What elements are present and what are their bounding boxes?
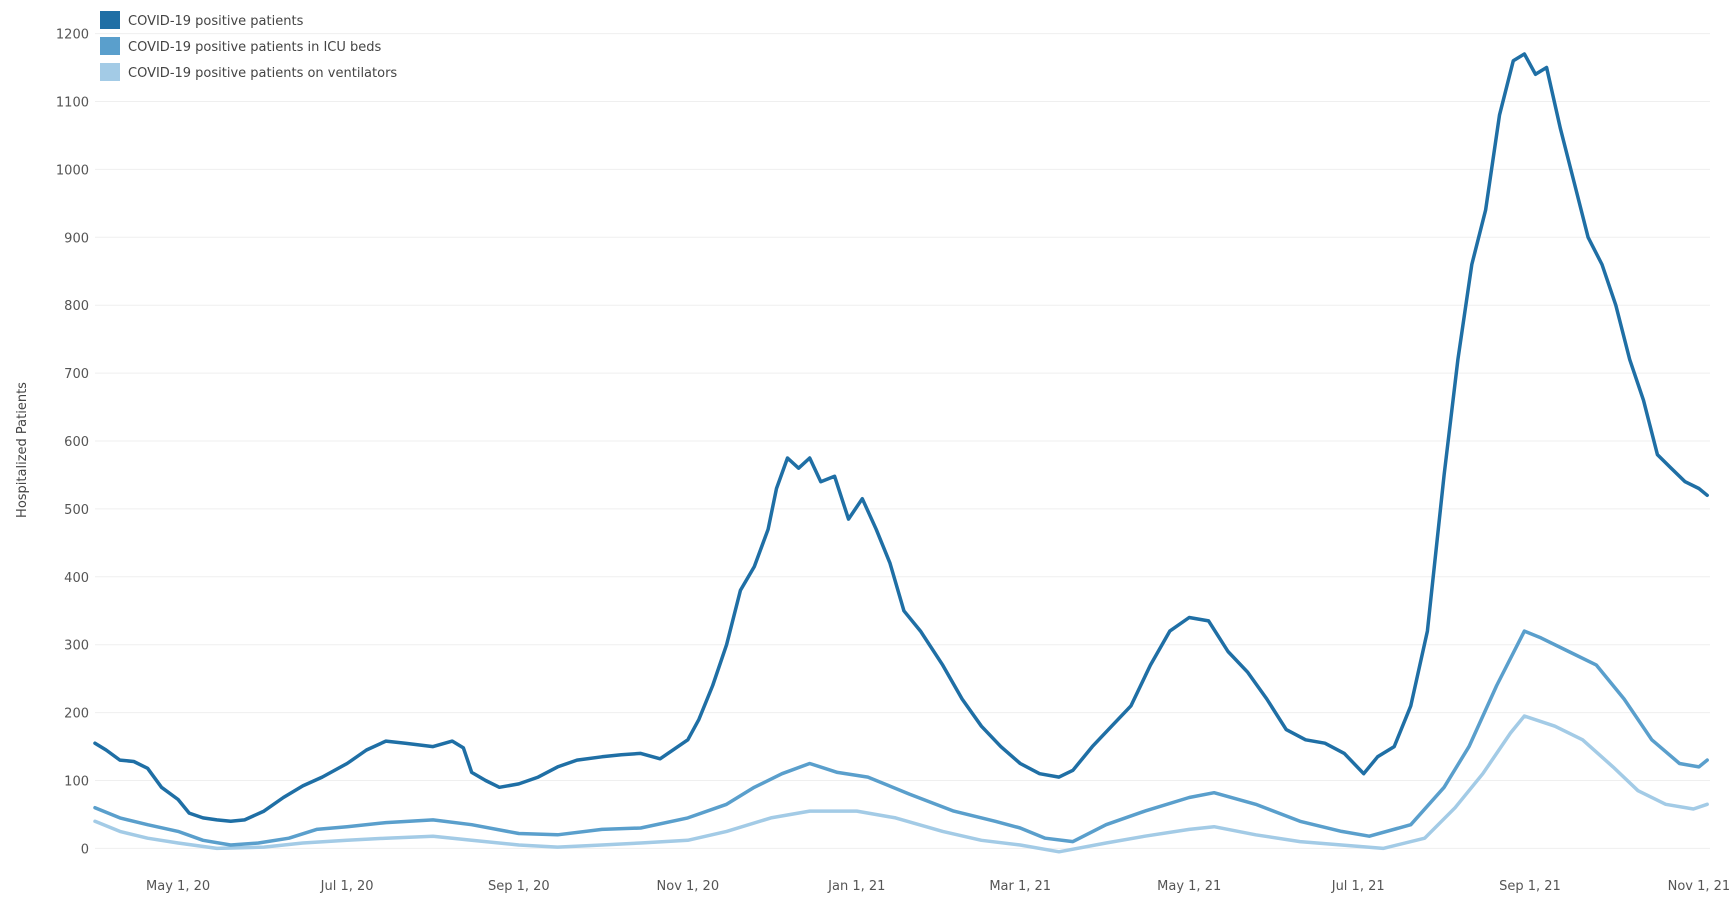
y-tick-label: 700 <box>64 367 89 382</box>
y-tick-label: 400 <box>64 571 89 586</box>
x-tick-label: Nov 1, 20 <box>657 879 720 894</box>
series-line-3 <box>93 714 1709 854</box>
y-tick-label: 800 <box>64 299 89 314</box>
legend-swatch <box>100 37 120 55</box>
gridlines <box>95 33 1710 849</box>
series-lines <box>93 52 1709 854</box>
y-axis: 0 100 200 300 400 500 600 700 800 900 1000 1100 1200 <box>56 28 89 858</box>
x-tick-label: Mar 1, 21 <box>989 879 1051 894</box>
y-tick-label: 1100 <box>56 95 89 110</box>
x-tick-label: May 1, 21 <box>1157 879 1221 894</box>
y-tick-label: 900 <box>64 231 89 246</box>
series-line-2 <box>93 629 1709 847</box>
y-tick-label: 0 <box>81 842 89 857</box>
x-tick-label: Jul 1, 20 <box>320 879 374 894</box>
x-tick-label: Jul 1, 21 <box>1331 879 1385 894</box>
x-tick-label: Sep 1, 20 <box>488 879 550 894</box>
y-tick-label: 1000 <box>56 163 89 178</box>
legend-label: COVID-19 positive patients on ventilator… <box>128 66 397 81</box>
legend: COVID-19 positive patients COVID-19 posit… <box>100 11 397 81</box>
y-tick-label: 600 <box>64 435 89 450</box>
y-axis-title: Hospitalized Patients <box>15 382 30 518</box>
x-tick-label: May 1, 20 <box>146 879 210 894</box>
x-tick-label: Nov 1, 21 <box>1668 879 1731 894</box>
series-line-1 <box>93 52 1709 824</box>
legend-label: COVID-19 positive patients <box>128 14 304 29</box>
y-tick-label: 1200 <box>56 28 89 43</box>
y-tick-label: 300 <box>64 639 89 654</box>
legend-swatch <box>100 63 120 81</box>
y-tick-label: 200 <box>64 707 89 722</box>
legend-label: COVID-19 positive patients in ICU beds <box>128 40 382 55</box>
x-tick-label: Sep 1, 21 <box>1499 879 1561 894</box>
x-axis: May 1, 20 Jul 1, 20 Sep 1, 20 Nov 1, 20 Jan … <box>146 879 1730 894</box>
x-tick-label: Jan 1, 21 <box>827 879 885 894</box>
y-tick-label: 100 <box>64 775 89 790</box>
y-tick-label: 500 <box>64 503 89 518</box>
legend-swatch <box>100 11 120 29</box>
